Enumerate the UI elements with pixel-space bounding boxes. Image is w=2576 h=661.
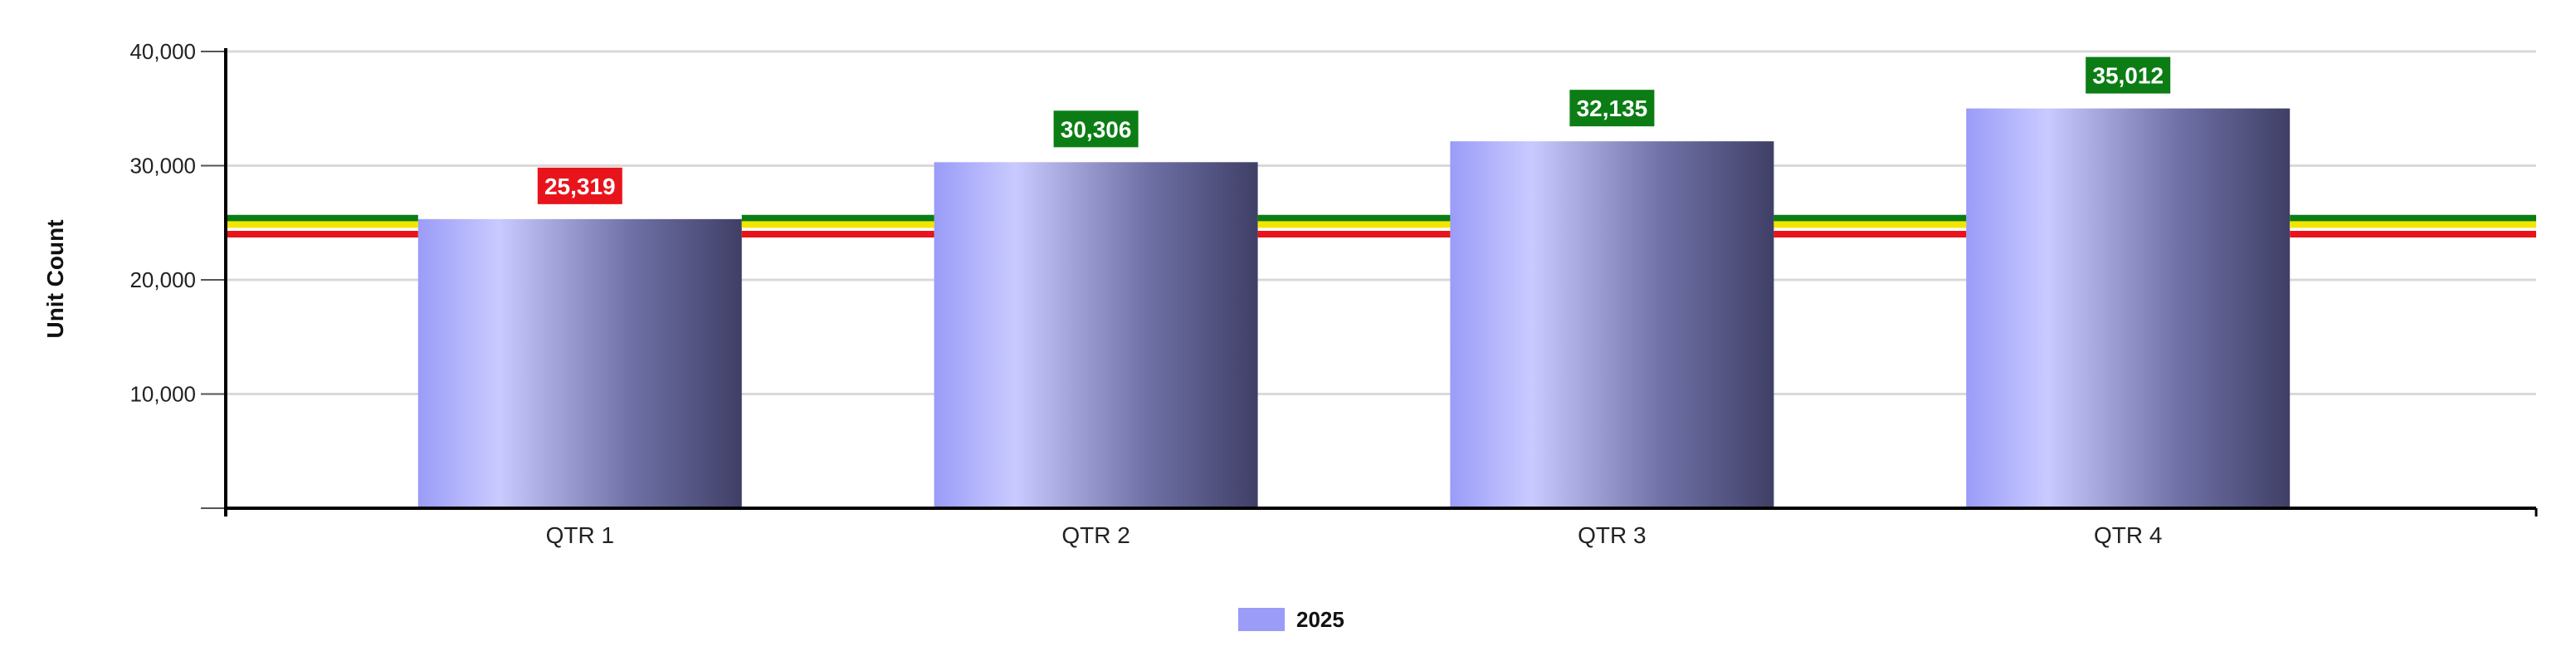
bar	[934, 162, 1258, 509]
bar	[417, 218, 742, 508]
x-tick-label: QTR 2	[1061, 522, 1129, 548]
y-tick-label: 20,000	[129, 267, 196, 292]
data-label: 32,135	[1577, 95, 1648, 121]
x-tick-label: QTR 4	[2094, 522, 2162, 548]
bar	[1966, 108, 2291, 508]
data-labels: 25,319 30,306 32,135 35,012	[537, 56, 2171, 204]
y-tick-label: 30,000	[129, 154, 196, 179]
data-label: 30,306	[1061, 116, 1132, 142]
data-label-box	[537, 167, 622, 204]
x-tick-label: QTR 3	[1578, 522, 1646, 548]
data-label-box	[2086, 56, 2171, 94]
data-label: 25,319	[544, 174, 616, 199]
legend-swatch	[1238, 608, 1285, 631]
x-tick-label: QTR 1	[546, 522, 614, 548]
legend-label: 2025	[1296, 607, 1344, 632]
y-tick-label: 40,000	[129, 39, 196, 64]
data-label: 35,012	[2092, 63, 2164, 89]
y-tick-label: 10,000	[129, 382, 196, 407]
bar	[1450, 141, 1774, 509]
bars	[417, 108, 2291, 509]
y-axis-title: Unit Count	[42, 219, 68, 338]
reference-lines	[226, 214, 2536, 237]
data-label-box	[1053, 110, 1139, 148]
legend: 2025	[1238, 607, 1344, 632]
data-label-box	[1569, 90, 1655, 127]
axes: 10,000 20,000 30,000 40,000 QTR 1 QTR 2 QTR 3 Q…	[129, 39, 2538, 548]
